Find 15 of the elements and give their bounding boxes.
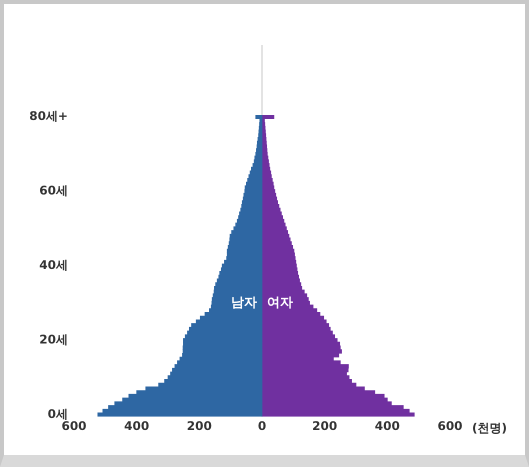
x-tick-label: 200 [186,418,212,433]
x-tick-label: 400 [374,418,400,433]
x-tick-label: 0 [258,418,266,433]
series-label: 남자 [231,295,257,310]
y-tick-label: 80세+ [29,108,68,123]
x-tick-label: 600 [437,418,463,433]
series-label: 여자 [267,295,293,310]
y-tick-label: 60세 [39,183,68,198]
y-tick-label: 20세 [39,332,68,346]
x-tick-label: 600 [61,418,87,433]
x-axis-title: (천명) [472,420,507,435]
x-tick-label: 400 [124,418,150,433]
y-tick-label: 0세 [48,406,68,421]
x-tick-label: 200 [312,418,338,433]
y-tick-label: 40세 [39,258,68,272]
